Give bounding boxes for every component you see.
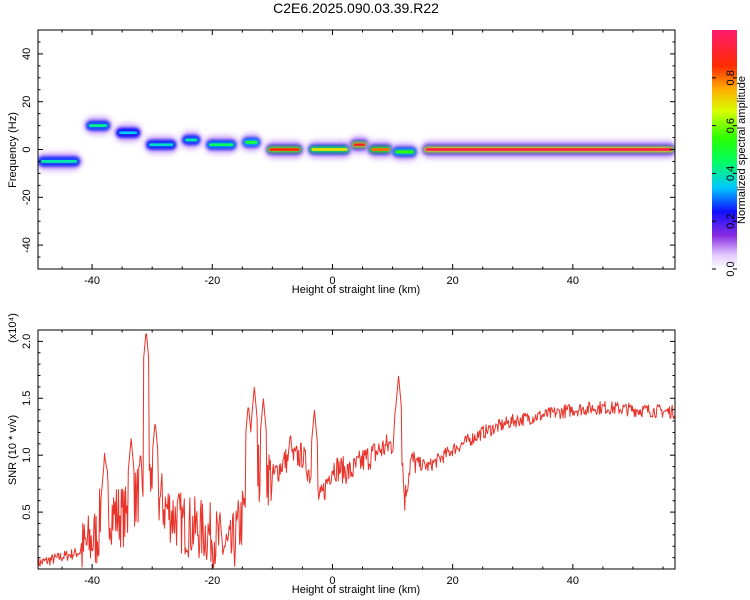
spectrogram-panel: -40 -20 0 20 40 -40 -20 0 20 40 Height of straigh… [7, 29, 676, 296]
spectrogram-ridge-12 [420, 140, 675, 159]
spectrogram-ridge-1 [84, 116, 113, 135]
colorbar-label: Normalized spectral amplitude [736, 76, 748, 224]
snr-ytick-label: 0.5 [21, 504, 33, 519]
snr-xtick-label: 40 [567, 575, 579, 587]
colorbar-tick-label: 0.6 [725, 118, 737, 133]
colorbar-axis: 0.0 0.2 0.4 0.6 0.8 [712, 70, 737, 277]
spectrogram-ridge-9 [348, 135, 371, 154]
snr-series-line [38, 333, 675, 569]
snr-multiplier: (x10⁴) [7, 313, 19, 343]
snr-ylabel: SNR (10 * v/v) [7, 415, 19, 485]
colorbar-gradient [712, 30, 737, 269]
spectrogram-xtick-label: 40 [567, 275, 579, 287]
colorbar: 0.0 0.2 0.4 0.6 0.8 Normalized spectral ampl… [712, 30, 748, 277]
colorbar-tick-label: 0.0 [725, 261, 737, 276]
snr-ytick-label: 1.5 [21, 391, 33, 406]
spectrogram-ytick-label: -40 [21, 237, 33, 253]
snr-xtick-label: 0 [329, 575, 335, 587]
spectrogram-ytick-label: -20 [21, 189, 33, 205]
snr-ytick-label: 1.0 [21, 448, 33, 463]
spectrogram-xtick-label: -20 [204, 275, 220, 287]
spectrogram-xtick-label: -40 [84, 275, 100, 287]
snr-axes: -40 -20 0 20 40 0.5 1.0 1.5 2.0 [21, 330, 675, 587]
colorbar-tick-label: 0.4 [725, 166, 737, 181]
spectrogram-ridge-7 [264, 140, 305, 159]
snr-xtick-label: -40 [84, 575, 100, 587]
snr-frame [37, 329, 676, 570]
chart-title: C2E6.2025.090.03.39.R22 [273, 0, 439, 16]
spectrogram-ridge-8 [306, 140, 353, 159]
snr-ytick-label: 2.0 [21, 334, 33, 349]
spectrogram-ridge-2 [114, 123, 143, 142]
snr-panel: -40 -20 0 20 40 0.5 1.0 1.5 2.0 Height of straig… [7, 313, 676, 596]
spectrogram-ylabel: Frequency (Hz) [7, 112, 19, 188]
spectrogram-ridge-11 [390, 142, 419, 161]
spectrogram-ytick-label: 0 [21, 146, 33, 152]
spectrogram-ridge-10 [366, 140, 395, 159]
spectrogram-heatmap [38, 116, 675, 171]
spectrogram-ridge-0 [38, 152, 83, 171]
snr-xtick-label: -20 [204, 575, 220, 587]
spectrogram-xtick-label: 20 [447, 275, 459, 287]
spectrogram-ytick-label: 20 [21, 96, 33, 108]
spectrogram-xtick-label: 0 [329, 275, 335, 287]
spectrogram-ridge-5 [204, 135, 239, 154]
colorbar-tick-label: 0.2 [725, 214, 737, 229]
colorbar-tick-label: 0.8 [725, 70, 737, 85]
spectrogram-ytick-label: 40 [21, 48, 33, 60]
spectrogram-ridge-6 [240, 133, 263, 152]
snr-xtick-label: 20 [447, 575, 459, 587]
spectrogram-ridge-4 [180, 130, 203, 149]
snr-xlabel: Height of straight line (km) [292, 584, 420, 596]
spectrogram-xlabel: Height of straight line (km) [292, 284, 420, 296]
spectrogram-axes: -40 -20 0 20 40 -40 -20 0 20 40 [21, 29, 675, 287]
spectrogram-ridge-3 [144, 135, 179, 154]
